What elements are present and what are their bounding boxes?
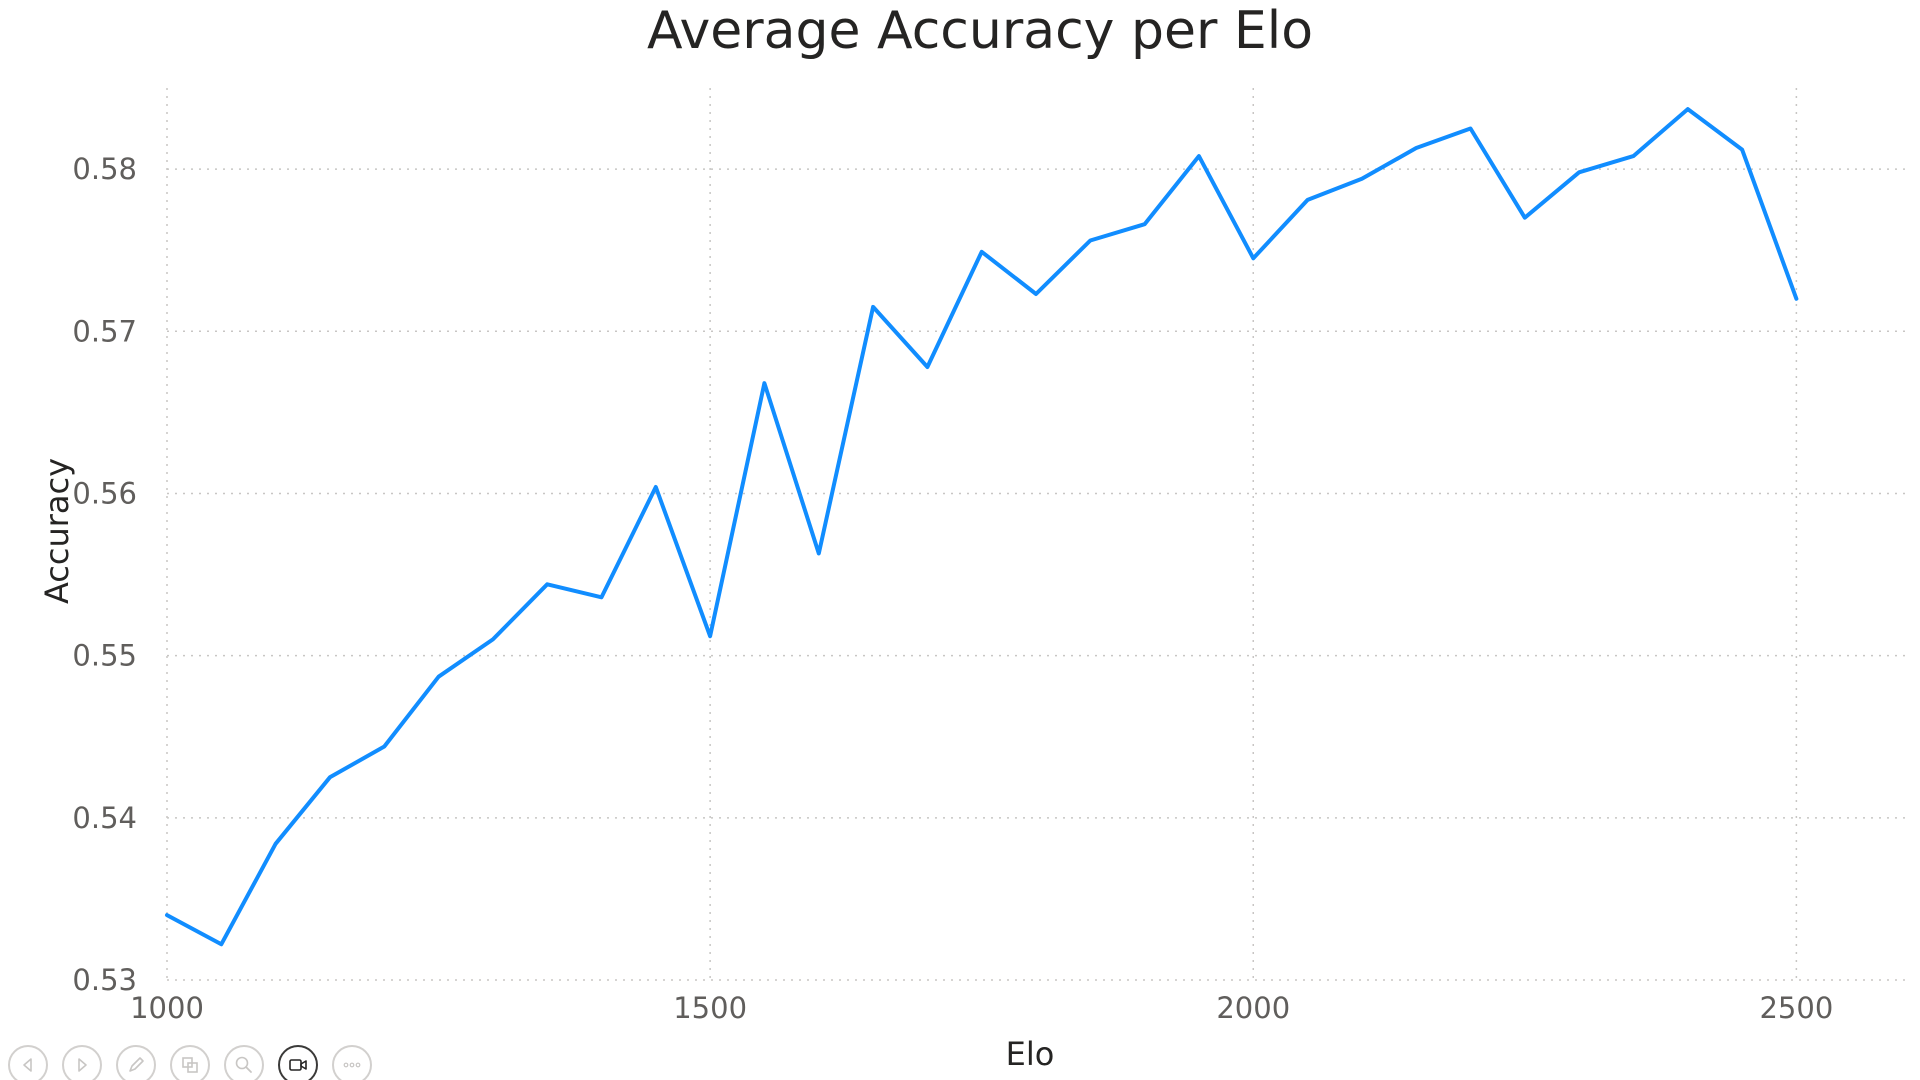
- arrow-right-icon: [78, 1058, 87, 1072]
- forward-button[interactable]: [62, 1045, 102, 1080]
- data-point[interactable]: [1247, 252, 1259, 264]
- series-layer: [161, 103, 1802, 950]
- data-point[interactable]: [596, 591, 608, 603]
- data-point[interactable]: [1193, 150, 1205, 162]
- data-point[interactable]: [487, 633, 499, 645]
- y-tick-label: 0.56: [72, 476, 137, 510]
- zoom-icon: [235, 1056, 252, 1073]
- y-tick-label: 0.54: [72, 801, 137, 835]
- data-point[interactable]: [1410, 142, 1422, 154]
- data-point[interactable]: [976, 246, 988, 258]
- data-point[interactable]: [1519, 212, 1531, 224]
- zoom-button[interactable]: [224, 1045, 264, 1080]
- data-point[interactable]: [324, 771, 336, 783]
- arrow-left-icon: [23, 1058, 32, 1072]
- data-point[interactable]: [378, 740, 390, 752]
- annotate-button[interactable]: [116, 1045, 156, 1080]
- x-tick-label: 2000: [1216, 991, 1290, 1025]
- data-point[interactable]: [270, 838, 282, 850]
- y-axis: 0.53 0.54 0.55 0.56 0.57 0.58: [72, 152, 137, 997]
- x-tick-label: 1000: [130, 991, 204, 1025]
- copy-visual-button[interactable]: [170, 1045, 210, 1080]
- data-point[interactable]: [1736, 144, 1748, 156]
- back-button[interactable]: [8, 1045, 48, 1080]
- chart-title: Average Accuracy per Elo: [647, 1, 1313, 61]
- visual-toolbar: [8, 1043, 372, 1080]
- x-axis: 1000 1500 2000 2500: [130, 991, 1833, 1025]
- data-point[interactable]: [541, 578, 553, 590]
- y-tick-label: 0.57: [72, 314, 137, 348]
- data-point[interactable]: [1627, 150, 1639, 162]
- more-options-button[interactable]: [332, 1045, 372, 1080]
- series-line: [165, 107, 1799, 947]
- data-point[interactable]: [758, 377, 770, 389]
- data-point[interactable]: [921, 361, 933, 373]
- data-point[interactable]: [1465, 123, 1477, 135]
- more-options-icon: [343, 1062, 361, 1068]
- x-tick-label: 1500: [673, 991, 747, 1025]
- data-point[interactable]: [813, 547, 825, 559]
- data-point[interactable]: [1790, 293, 1802, 305]
- gridlines: [166, 88, 1905, 981]
- x-axis-title: Elo: [1006, 1035, 1055, 1073]
- data-point[interactable]: [215, 938, 227, 950]
- data-point[interactable]: [1682, 103, 1694, 115]
- data-point[interactable]: [1139, 218, 1151, 230]
- data-point[interactable]: [704, 630, 716, 642]
- data-point[interactable]: [161, 909, 173, 921]
- data-point[interactable]: [1302, 194, 1314, 206]
- copy-visual-icon: [182, 1057, 198, 1073]
- data-point[interactable]: [867, 301, 879, 313]
- y-axis-title: Accuracy: [38, 458, 76, 604]
- record-button[interactable]: [278, 1045, 318, 1080]
- data-point[interactable]: [1084, 234, 1096, 246]
- x-tick-label: 2500: [1759, 991, 1833, 1025]
- y-tick-label: 0.58: [72, 152, 137, 186]
- data-point[interactable]: [433, 671, 445, 683]
- pen-icon: [129, 1057, 144, 1072]
- data-point[interactable]: [650, 481, 662, 493]
- data-point[interactable]: [1356, 173, 1368, 185]
- data-point[interactable]: [1573, 166, 1585, 178]
- data-point[interactable]: [1030, 288, 1042, 300]
- video-camera-icon: [289, 1059, 307, 1071]
- y-tick-label: 0.55: [72, 639, 137, 673]
- y-tick-label: 0.53: [72, 963, 137, 997]
